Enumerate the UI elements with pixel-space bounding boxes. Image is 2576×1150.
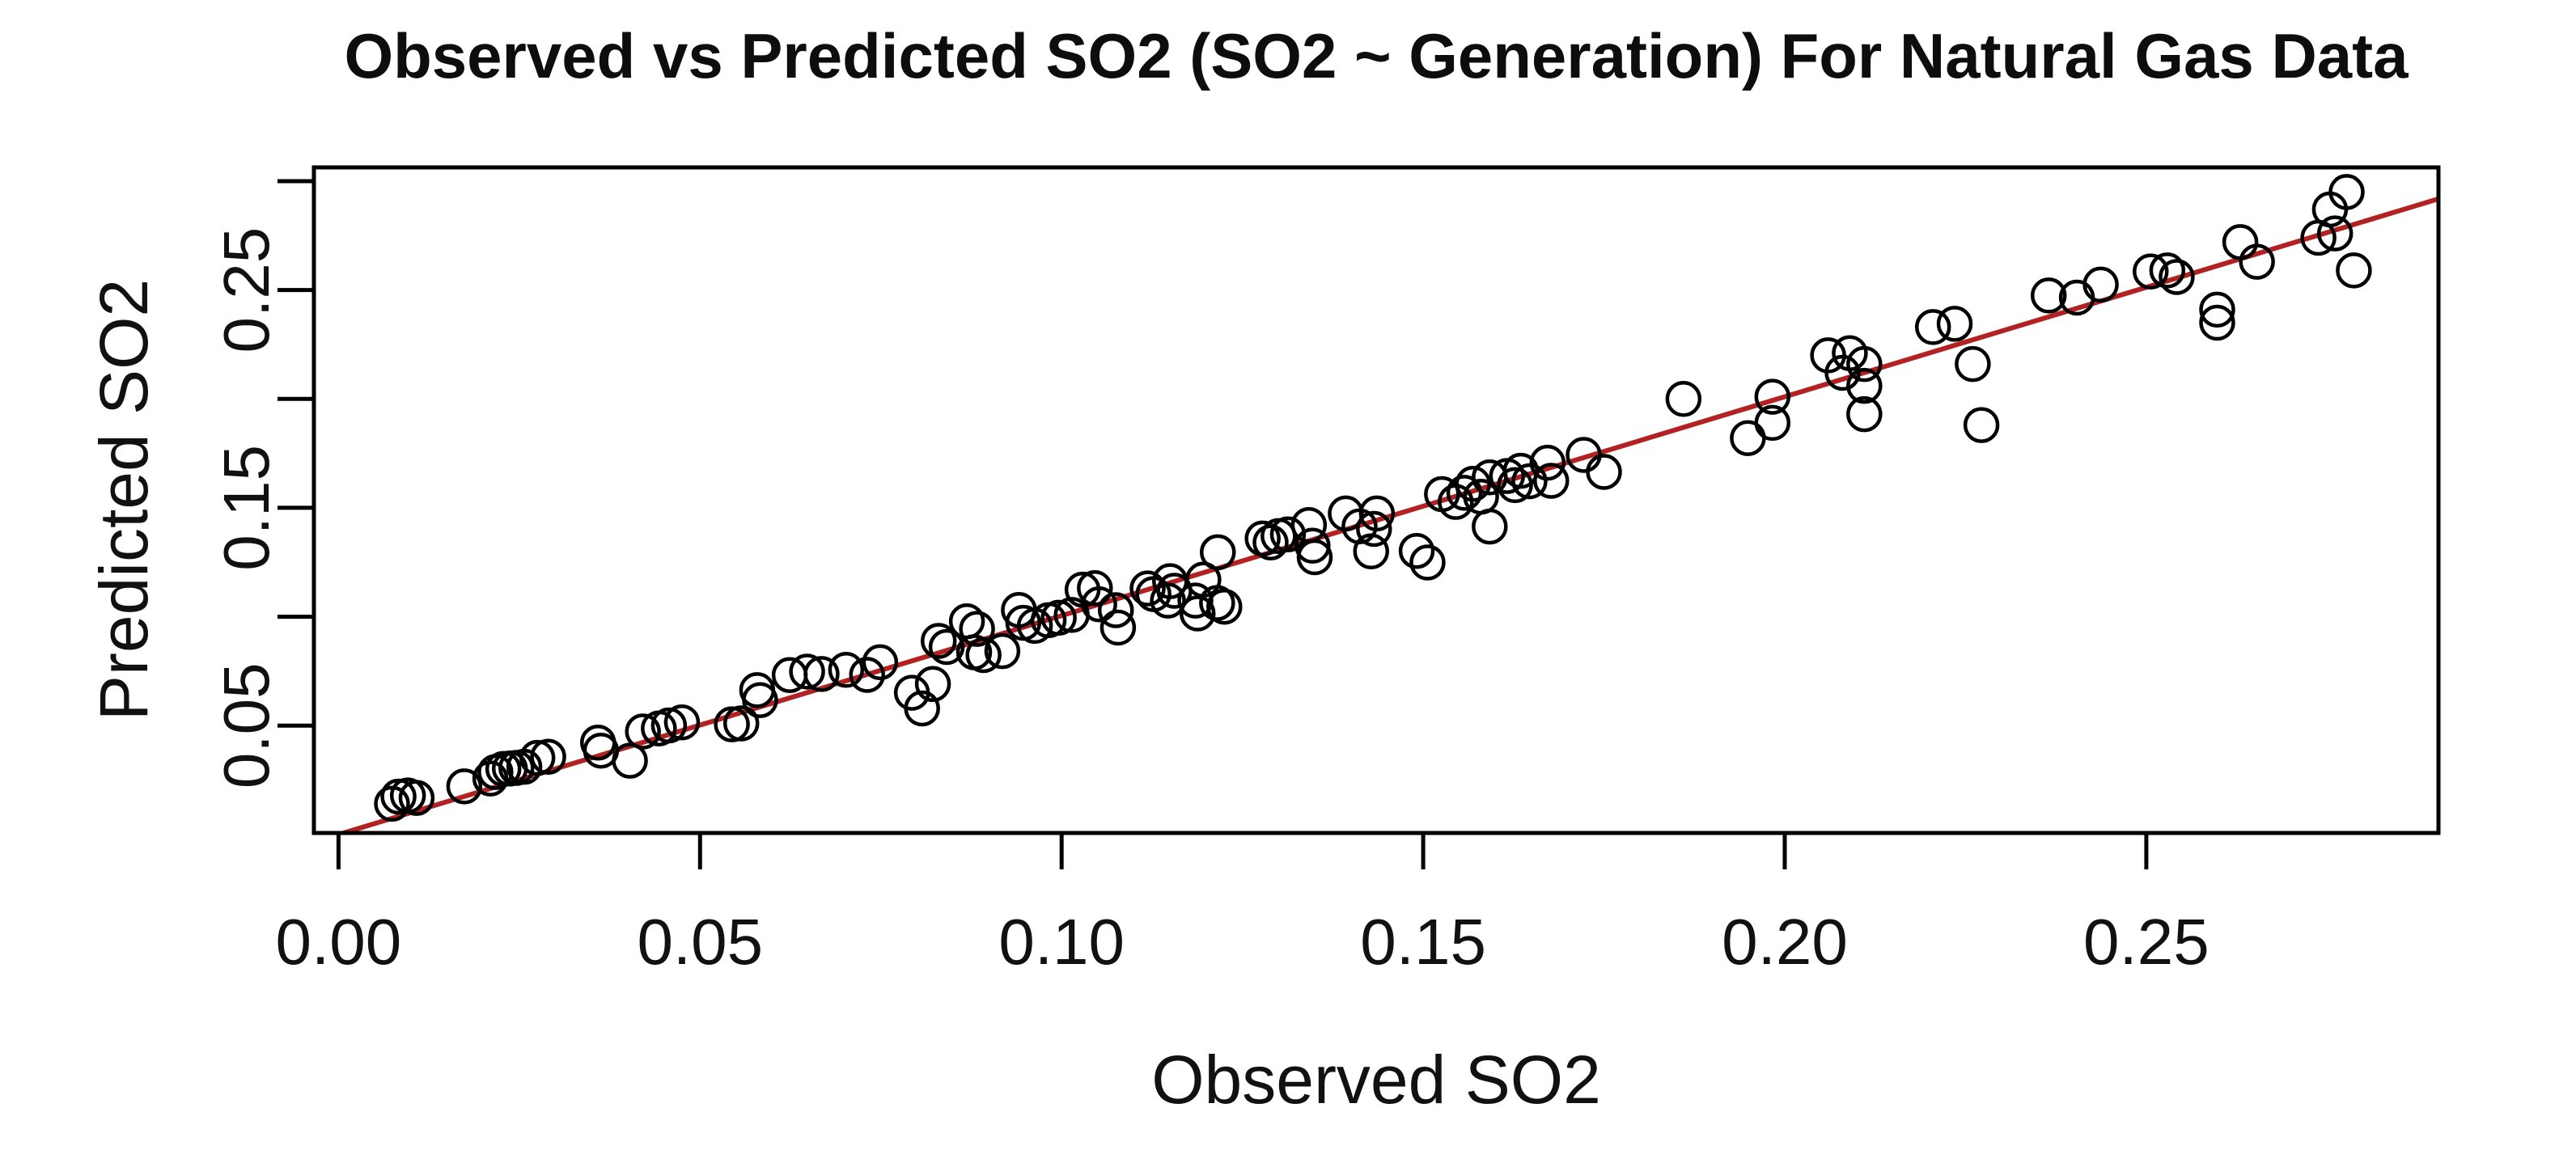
data-point <box>1358 495 1396 532</box>
data-point <box>1097 592 1134 628</box>
data-point <box>1356 510 1392 548</box>
data-point <box>1730 420 1766 456</box>
data-point <box>904 690 940 727</box>
data-point <box>1200 534 1236 571</box>
data-point <box>2316 215 2354 252</box>
data-point <box>965 636 1002 674</box>
data-point <box>625 713 661 750</box>
data-point <box>722 705 760 742</box>
data-point <box>984 632 1021 670</box>
data-point <box>2133 253 2169 290</box>
data-point <box>1824 354 1861 391</box>
data-point <box>862 644 899 681</box>
plot-box-border <box>311 165 2441 835</box>
data-point <box>2199 304 2235 341</box>
plot-area: 0.00 0.05 0.10 0.15 0.20 0.25 0.05 0.15 0.25 <box>210 174 2439 978</box>
data-point <box>446 768 483 805</box>
data-point <box>1294 527 1331 564</box>
data-point <box>1099 609 1137 646</box>
data-point <box>1398 532 1435 569</box>
data-point <box>1914 309 1951 345</box>
data-point <box>1955 345 1991 383</box>
data-point <box>1353 533 1389 570</box>
data-point <box>1586 454 1622 490</box>
data-point <box>1529 444 1566 481</box>
data-point <box>1129 570 1166 607</box>
y-tick-label: 0.15 <box>210 445 282 571</box>
data-point <box>1177 582 1214 619</box>
data-point <box>742 682 778 718</box>
data-point <box>1963 407 2000 443</box>
data-point <box>1472 508 1508 545</box>
data-point <box>1846 367 1883 404</box>
data-point <box>959 611 995 647</box>
data-point <box>2239 243 2275 280</box>
data-point <box>1206 588 1243 625</box>
data-point <box>1533 463 1570 499</box>
data-point <box>1150 582 1186 619</box>
x-tick-label: 0.10 <box>998 906 1125 978</box>
data-point <box>803 656 840 692</box>
data-point <box>914 666 951 703</box>
data-point <box>612 742 648 779</box>
data-point <box>1754 378 1791 415</box>
data-point <box>948 602 985 640</box>
data-point <box>1846 345 1883 383</box>
x-axis-title: Observed SO2 <box>1151 1042 1601 1118</box>
data-point <box>1179 595 1216 632</box>
chart-title: Observed vs Predicted SO2 (SO2 ~ Generat… <box>344 20 2409 91</box>
data-point <box>530 738 566 775</box>
data-point <box>398 780 435 816</box>
data-point <box>789 653 825 690</box>
data-point <box>663 704 701 741</box>
data-point <box>650 707 688 744</box>
data-point <box>2030 277 2067 314</box>
y-tick-label: 0.25 <box>210 227 282 353</box>
x-tick-label: 0.05 <box>637 906 763 978</box>
data-point <box>2336 252 2372 289</box>
data-point <box>1846 395 1883 433</box>
data-point <box>1252 524 1289 560</box>
data-point <box>1081 586 1117 623</box>
x-tick-label: 0.15 <box>1360 906 1486 978</box>
identity-fit-line <box>342 197 2439 835</box>
data-point <box>519 739 556 776</box>
x-tick-label: 0.20 <box>1722 906 1848 978</box>
data-point <box>2149 252 2186 289</box>
data-point <box>928 628 965 666</box>
data-point <box>1040 599 1077 636</box>
data-point <box>828 652 865 688</box>
data-point <box>1511 463 1548 500</box>
y-axis-title: Predicted SO2 <box>86 279 162 721</box>
y-tick-label: 0.05 <box>210 662 282 789</box>
x-tick-label: 0.25 <box>2083 906 2210 978</box>
data-point <box>1754 404 1791 442</box>
data-point <box>849 657 886 693</box>
data-point <box>1936 306 1973 342</box>
data-point <box>2222 224 2259 260</box>
data-point <box>1077 570 1113 607</box>
data-point <box>2159 259 2195 295</box>
data-point <box>2082 266 2119 303</box>
data-point <box>1296 539 1333 576</box>
data-point <box>1409 544 1446 581</box>
data-point <box>2199 291 2235 328</box>
data-point <box>1269 516 1307 553</box>
data-point <box>2328 174 2365 210</box>
data-point <box>920 623 957 659</box>
x-tick-label: 0.00 <box>276 906 402 978</box>
data-point <box>1665 381 1702 417</box>
